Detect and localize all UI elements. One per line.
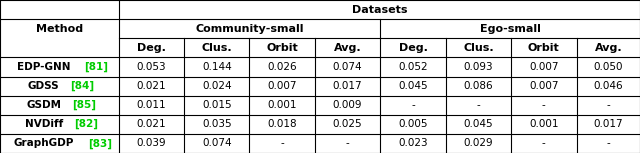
Text: 0.050: 0.050 xyxy=(593,62,623,72)
Text: [85]: [85] xyxy=(72,100,96,110)
Text: Avg.: Avg. xyxy=(334,43,362,53)
Text: 0.093: 0.093 xyxy=(463,62,493,72)
Text: Avg.: Avg. xyxy=(595,43,622,53)
Text: 0.074: 0.074 xyxy=(202,138,232,148)
Text: 0.001: 0.001 xyxy=(268,100,297,110)
Text: -: - xyxy=(542,100,546,110)
Text: 0.001: 0.001 xyxy=(529,119,559,129)
Text: 0.023: 0.023 xyxy=(398,138,428,148)
Text: 0.052: 0.052 xyxy=(398,62,428,72)
Text: 0.039: 0.039 xyxy=(136,138,166,148)
Text: 0.086: 0.086 xyxy=(463,81,493,91)
Text: 0.007: 0.007 xyxy=(529,62,559,72)
Text: 0.018: 0.018 xyxy=(268,119,297,129)
Text: -: - xyxy=(280,138,284,148)
Text: [82]: [82] xyxy=(74,119,99,129)
Text: 0.029: 0.029 xyxy=(463,138,493,148)
Text: EDP-GNN: EDP-GNN xyxy=(17,62,70,72)
Text: 0.009: 0.009 xyxy=(333,100,362,110)
Text: GSDM: GSDM xyxy=(26,100,61,110)
Text: Community-small: Community-small xyxy=(195,24,304,34)
Text: -: - xyxy=(411,100,415,110)
Text: 0.053: 0.053 xyxy=(136,62,166,72)
Text: 0.007: 0.007 xyxy=(529,81,559,91)
Text: 0.007: 0.007 xyxy=(268,81,297,91)
Text: GDSS: GDSS xyxy=(28,81,60,91)
Text: 0.045: 0.045 xyxy=(398,81,428,91)
Text: -: - xyxy=(477,100,480,110)
Text: GraphGDP: GraphGDP xyxy=(13,138,74,148)
Text: Ego-small: Ego-small xyxy=(480,24,541,34)
Text: 0.017: 0.017 xyxy=(333,81,362,91)
Text: 0.144: 0.144 xyxy=(202,62,232,72)
Text: 0.046: 0.046 xyxy=(593,81,623,91)
Text: [84]: [84] xyxy=(70,81,94,91)
Text: 0.015: 0.015 xyxy=(202,100,232,110)
Text: -: - xyxy=(542,138,546,148)
Text: [83]: [83] xyxy=(88,138,113,149)
Text: Clus.: Clus. xyxy=(202,43,232,53)
Text: 0.074: 0.074 xyxy=(333,62,362,72)
Text: [81]: [81] xyxy=(84,62,108,72)
Text: -: - xyxy=(606,138,610,148)
Text: 0.025: 0.025 xyxy=(333,119,362,129)
Text: 0.005: 0.005 xyxy=(398,119,428,129)
Text: 0.024: 0.024 xyxy=(202,81,232,91)
Text: 0.021: 0.021 xyxy=(136,119,166,129)
Text: Deg.: Deg. xyxy=(399,43,428,53)
Text: 0.017: 0.017 xyxy=(593,119,623,129)
Text: 0.021: 0.021 xyxy=(136,81,166,91)
Text: Method: Method xyxy=(36,24,83,34)
Text: -: - xyxy=(346,138,349,148)
Text: -: - xyxy=(606,100,610,110)
Text: Clus.: Clus. xyxy=(463,43,493,53)
Text: 0.045: 0.045 xyxy=(463,119,493,129)
Text: Datasets: Datasets xyxy=(351,5,407,15)
Text: Orbit: Orbit xyxy=(266,43,298,53)
Text: Deg.: Deg. xyxy=(137,43,166,53)
Text: Orbit: Orbit xyxy=(528,43,560,53)
Text: NVDiff: NVDiff xyxy=(25,119,63,129)
Text: 0.026: 0.026 xyxy=(268,62,297,72)
Text: 0.035: 0.035 xyxy=(202,119,232,129)
Text: 0.011: 0.011 xyxy=(136,100,166,110)
